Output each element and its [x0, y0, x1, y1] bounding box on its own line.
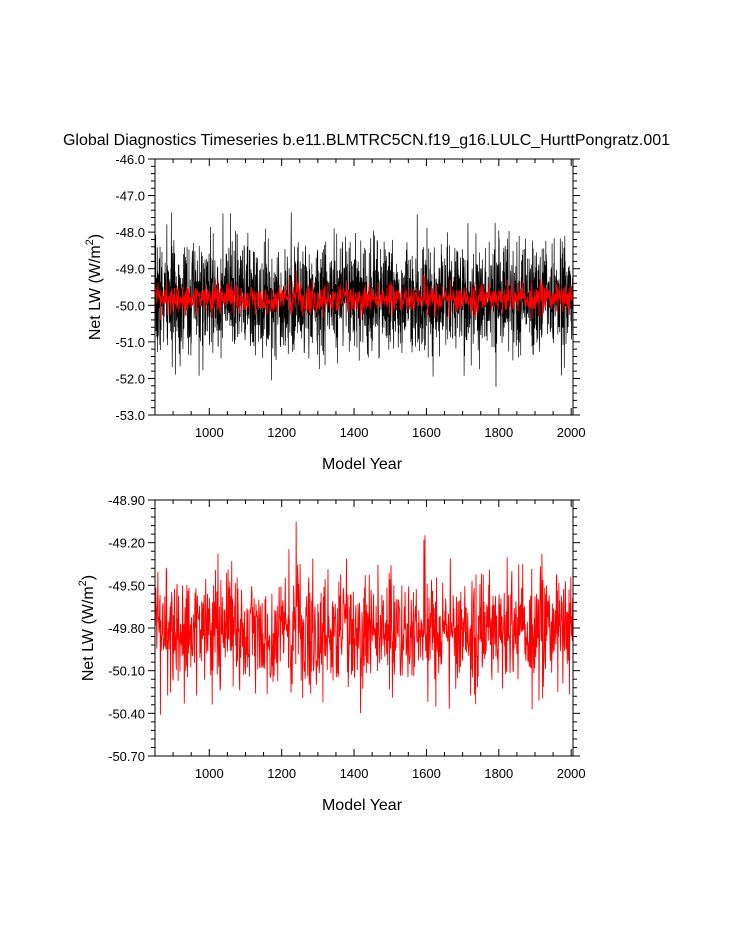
- y-tick-label: -52.0: [115, 371, 145, 386]
- x-tick-label: 1600: [412, 766, 441, 781]
- y-tick-label: -50.0: [115, 298, 145, 313]
- x-tick-label: 1600: [412, 425, 441, 440]
- y-axis-label: Net LW (W/m2): [77, 575, 97, 681]
- y-tick-label: -50.40: [108, 706, 145, 721]
- series-line-monthly: [155, 212, 573, 387]
- x-tick-label: 2000: [557, 766, 586, 781]
- y-tick-label: -46.0: [115, 152, 145, 167]
- y-tick-label: -50.70: [108, 749, 145, 764]
- x-tick-label: 1000: [195, 425, 224, 440]
- y-tick-label: -49.50: [108, 578, 145, 593]
- y-axis-label: Net LW (W/m2): [84, 234, 104, 340]
- chart-panel-2: 1000 1200 1400 1600 1800 2000 -50.70 -50.40 -50.…: [77, 493, 586, 814]
- y-tick-label: -50.10: [108, 664, 145, 679]
- y-tick-label: -49.0: [115, 262, 145, 277]
- y-tick-label: -48.90: [108, 493, 145, 508]
- chart-title: Global Diagnostics Timeseries b.e11.BLMT…: [62, 132, 671, 149]
- x-tick-label: 1000: [195, 766, 224, 781]
- y-tick-label: -49.20: [108, 536, 145, 551]
- y-tick-label: -49.80: [108, 621, 145, 636]
- x-tick-label: 1400: [340, 425, 369, 440]
- plot-frame: [154, 158, 574, 416]
- x-tick-label: 1800: [484, 766, 513, 781]
- series-line-annual: [155, 270, 573, 321]
- x-tick-label: 2000: [557, 425, 586, 440]
- y-tick-label: -48.0: [115, 225, 145, 240]
- x-tick-label: 1400: [340, 766, 369, 781]
- x-tick-label: 1200: [267, 766, 296, 781]
- y-tick-label: -51.0: [115, 335, 145, 350]
- chart-panel-1: 1000 1200 1400 1600 1800 2000 -53.0 -52.0 -51.0 -…: [84, 152, 586, 473]
- x-tick-label: 1800: [484, 425, 513, 440]
- x-axis-label: Model Year: [322, 797, 403, 814]
- y-tick-label: -53.0: [115, 408, 145, 423]
- x-axis-label: Model Year: [322, 456, 403, 473]
- series-line-annual: [155, 521, 573, 715]
- y-tick-label: -47.0: [115, 189, 145, 204]
- x-tick-label: 1200: [267, 425, 296, 440]
